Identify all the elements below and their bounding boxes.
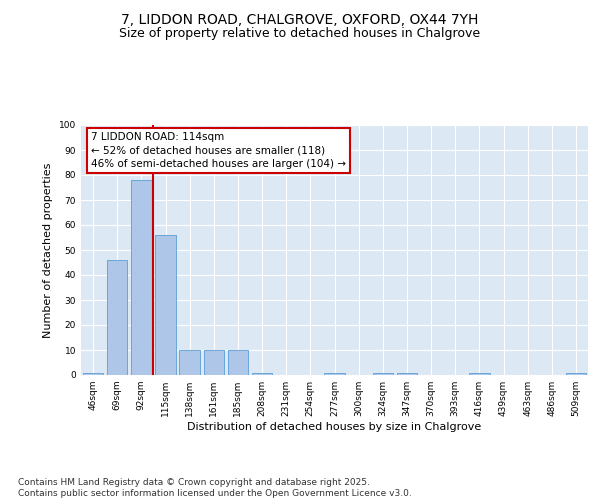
Bar xyxy=(252,372,272,375)
Bar xyxy=(107,260,127,375)
Bar xyxy=(131,180,152,375)
Bar xyxy=(155,235,176,375)
Bar xyxy=(373,372,393,375)
Bar xyxy=(83,372,103,375)
X-axis label: Distribution of detached houses by size in Chalgrove: Distribution of detached houses by size … xyxy=(187,422,482,432)
Text: Contains HM Land Registry data © Crown copyright and database right 2025.
Contai: Contains HM Land Registry data © Crown c… xyxy=(18,478,412,498)
Bar xyxy=(203,350,224,375)
Bar xyxy=(566,372,586,375)
Y-axis label: Number of detached properties: Number of detached properties xyxy=(43,162,53,338)
Text: Size of property relative to detached houses in Chalgrove: Size of property relative to detached ho… xyxy=(119,28,481,40)
Bar xyxy=(397,372,417,375)
Bar xyxy=(227,350,248,375)
Bar xyxy=(469,372,490,375)
Bar xyxy=(324,372,345,375)
Text: 7 LIDDON ROAD: 114sqm
← 52% of detached houses are smaller (118)
46% of semi-det: 7 LIDDON ROAD: 114sqm ← 52% of detached … xyxy=(91,132,346,169)
Text: 7, LIDDON ROAD, CHALGROVE, OXFORD, OX44 7YH: 7, LIDDON ROAD, CHALGROVE, OXFORD, OX44 … xyxy=(121,12,479,26)
Bar xyxy=(179,350,200,375)
